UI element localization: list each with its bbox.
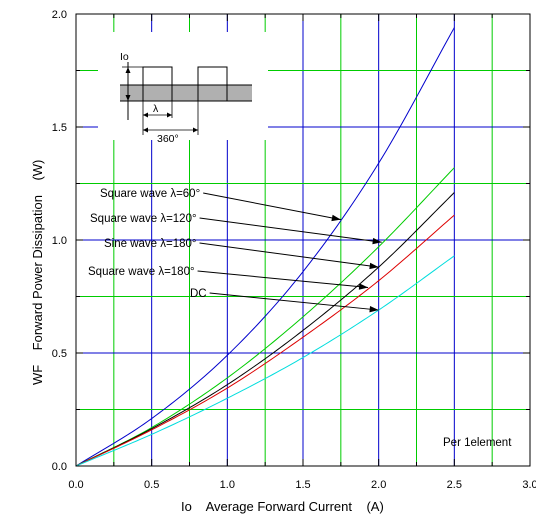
x-tick-labels: 0.0 0.5 1.0 1.5 2.0 2.5 3.0 (68, 479, 536, 491)
annotation-label: Square wave λ=60° (100, 188, 200, 200)
inset-period-arrow-right (193, 127, 198, 133)
y-tick-label: 0.5 (52, 348, 67, 360)
annotations: Square wave λ=60° Square wave λ=120° Sine … (88, 188, 382, 313)
annotation-label: Square wave λ=120° (90, 213, 197, 225)
series-line-4 (75, 214, 455, 467)
annotation-arrow (197, 270, 369, 288)
inset-lambda-label: λ (153, 103, 159, 115)
inset-lambda-arrow-right (167, 112, 172, 118)
inset-period-arrow-left (143, 127, 148, 133)
series-line-3 (75, 192, 455, 467)
x-tick-label: 1.0 (220, 479, 235, 491)
inset-period-label: 360° (157, 133, 179, 145)
x-tick-label: 0.0 (68, 479, 83, 491)
axis-ticks (75, 13, 531, 467)
x-axis-label: Io Average Forward Current (A) (181, 499, 384, 514)
inset-io-arrowhead-down (125, 95, 131, 101)
y-tick-label: 1.0 (52, 235, 67, 247)
x-tick-label: 2.0 (371, 479, 386, 491)
annotation-arrow (209, 292, 379, 311)
waveform-inset: Io λ 360° (98, 32, 268, 145)
annotation-arrowhead (369, 262, 379, 270)
x-tick-label: 3.0 (522, 479, 536, 491)
inset-lambda-arrow-left (143, 112, 148, 118)
series-line-1 (75, 27, 455, 467)
inset-io-label: Io (120, 51, 129, 63)
inset-waveform (120, 66, 252, 102)
inset-band (120, 85, 252, 101)
annotation-arrowhead (369, 305, 379, 313)
note-label: Per 1element (443, 437, 512, 449)
series-line-2 (75, 167, 455, 467)
annotation-label: Square wave λ=180° (88, 266, 195, 278)
curves (75, 27, 455, 467)
y-axis-label: WF Forward Power Dissipation (W) (30, 160, 45, 385)
x-tick-label: 2.5 (447, 479, 462, 491)
annotation-arrowhead (358, 283, 369, 290)
annotation-arrow (199, 242, 379, 268)
y-tick-labels: 0.0 0.5 1.0 1.5 2.0 (52, 9, 67, 473)
annotation-label: DC (190, 288, 207, 300)
y-tick-label: 2.0 (52, 9, 67, 21)
grid (76, 14, 530, 466)
inset-io-arrowhead-up (125, 67, 131, 73)
annotation-label: Sine wave λ=180° (104, 238, 197, 250)
series-line-5 (75, 255, 455, 467)
x-tick-label: 1.5 (295, 479, 310, 491)
annotation-arrowhead (331, 214, 341, 222)
x-tick-label: 0.5 (144, 479, 159, 491)
annotation-arrow (203, 192, 341, 221)
y-tick-label: 0.0 (52, 461, 67, 473)
annotation-arrow (199, 217, 382, 243)
annotation-arrowhead (372, 237, 382, 245)
y-tick-label: 1.5 (52, 122, 67, 134)
